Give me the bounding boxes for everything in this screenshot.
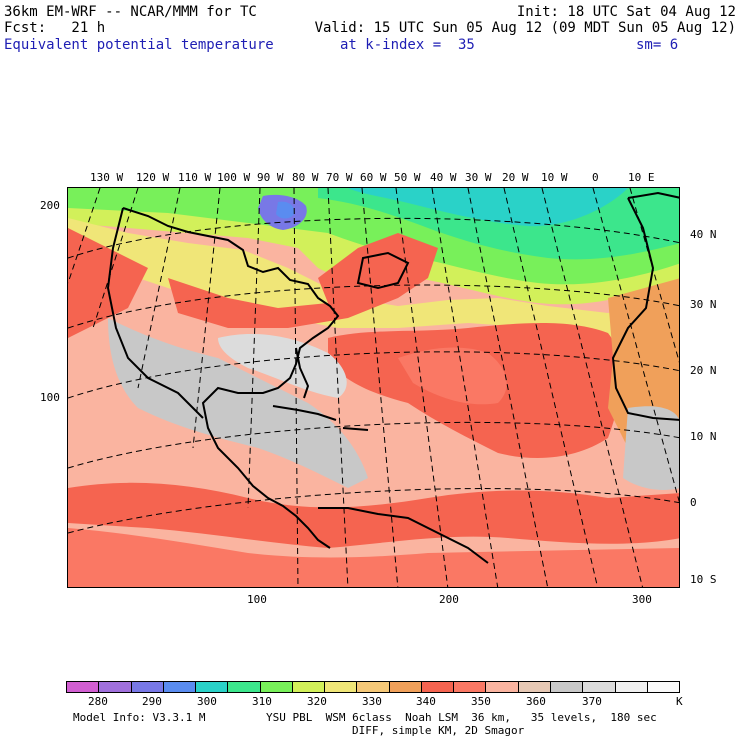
lat-label: 0 <box>690 496 697 509</box>
lon-label: 100 W <box>217 171 251 184</box>
colorbar-tick: 320 <box>307 695 327 708</box>
band-295 <box>348 188 628 227</box>
theta-e-map <box>67 187 680 588</box>
colorbar-swatch <box>67 682 100 692</box>
colorbar-swatch <box>196 682 229 692</box>
grid-x-label: 200 <box>439 593 459 606</box>
gray-light <box>218 333 347 398</box>
smoothing-label: sm= 6 <box>636 37 679 53</box>
colorbar-swatch <box>260 682 293 692</box>
colorbar-tick: 340 <box>416 695 436 708</box>
blob-285 <box>276 201 295 219</box>
level-label: at k-index = 35 <box>340 37 475 53</box>
colorbar-tick: 370 <box>582 695 602 708</box>
lat-label: 10 N <box>690 430 717 443</box>
colorbar-swatch <box>454 682 487 692</box>
lon-label: 60 W <box>360 171 387 184</box>
physics-info: YSU PBL WSM 6class Noah LSM 36 km, 35 le… <box>266 711 657 724</box>
colorbar-swatch <box>615 682 648 692</box>
model-title: 36km EM-WRF -- NCAR/MMM for TC <box>4 4 257 20</box>
lon-label: 10 E <box>628 171 655 184</box>
lon-label: 110 W <box>178 171 212 184</box>
grid-y-label: 100 <box>40 391 60 404</box>
grid-y-label: 200 <box>40 199 60 212</box>
coastlines <box>106 191 679 564</box>
lon-label: 90 W <box>257 171 284 184</box>
model-info: Model Info: V3.3.1 M <box>73 711 206 724</box>
colorbar-swatch <box>99 682 132 692</box>
colorbar-swatch <box>518 682 551 692</box>
lon-label: 40 W <box>430 171 457 184</box>
grid-x-label: 100 <box>247 593 267 606</box>
lat-label: 40 N <box>690 228 717 241</box>
orange-africa <box>608 278 679 448</box>
diffusion-info: DIFF, simple KM, 2D Smagor <box>352 724 525 737</box>
colorbar-swatch <box>421 682 455 692</box>
field-name: Equivalent potential temperature <box>4 37 274 53</box>
colorbar-swatch <box>292 682 326 692</box>
map-canvas <box>68 188 679 587</box>
red-tropics <box>68 482 679 548</box>
red-south <box>68 528 679 587</box>
colorbar-swatch <box>163 682 197 692</box>
valid-time: Valid: 15 UTC Sun 05 Aug 12 (09 MDT Sun … <box>314 20 736 36</box>
red-core <box>398 347 507 405</box>
lon-label: 10 W <box>541 171 568 184</box>
colorbar-unit: K <box>676 695 683 708</box>
colorbar-swatch <box>325 682 358 692</box>
lon-label: 50 W <box>394 171 421 184</box>
colorbar-tick: 360 <box>526 695 546 708</box>
colorbar-swatch <box>550 682 584 692</box>
colorbar-swatch <box>583 682 616 692</box>
grid-x-label: 300 <box>632 593 652 606</box>
colorbar-swatch <box>647 682 680 692</box>
lon-label: 70 W <box>326 171 353 184</box>
forecast-hour: Fcst: 21 h <box>4 20 106 36</box>
gray-africa <box>623 406 679 490</box>
lon-label: 80 W <box>292 171 319 184</box>
lon-label: 0 <box>592 171 599 184</box>
colorbar-swatch <box>486 682 519 692</box>
colorbar-swatch <box>228 682 261 692</box>
colorbar-tick: 310 <box>252 695 272 708</box>
graticule <box>68 188 679 587</box>
lon-label: 30 W <box>465 171 492 184</box>
colorbar-tick: 300 <box>197 695 217 708</box>
lon-label: 130 W <box>90 171 124 184</box>
lon-label: 20 W <box>502 171 529 184</box>
gray-gulf <box>108 318 368 488</box>
colorbar <box>66 681 680 693</box>
colorbar-swatch <box>357 682 390 692</box>
band-325 <box>68 218 679 338</box>
lat-label: 30 N <box>690 298 717 311</box>
colorbar-tick: 280 <box>88 695 108 708</box>
colorbar-tick: 350 <box>471 695 491 708</box>
init-time: Init: 18 UTC Sat 04 Aug 12 <box>516 4 736 20</box>
lat-label: 20 N <box>690 364 717 377</box>
colorbar-swatch <box>389 682 422 692</box>
lat-label: 10 S <box>690 573 717 586</box>
colorbar-swatch <box>131 682 164 692</box>
colorbar-tick: 330 <box>362 695 382 708</box>
lon-label: 120 W <box>136 171 170 184</box>
colorbar-tick: 290 <box>142 695 162 708</box>
